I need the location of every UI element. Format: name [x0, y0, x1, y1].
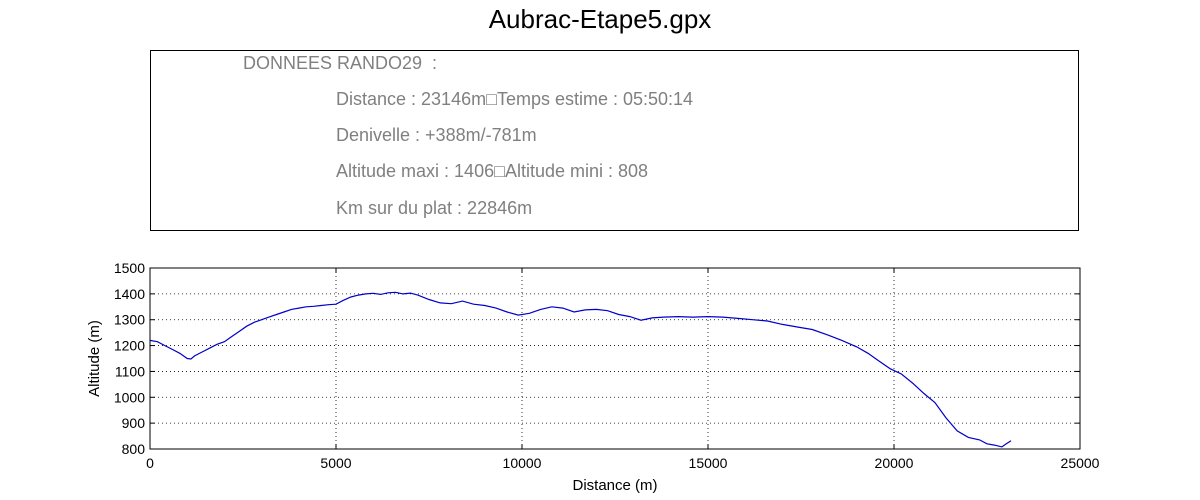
- tick-labels: 0 5000 10000 15000 20000 25000 800 900 1000 1100 1…: [114, 260, 1100, 471]
- x-tick-label: 15000: [689, 455, 728, 471]
- chart-title: Aubrac-Etape5.gpx: [488, 4, 712, 34]
- y-tick-label: 1200: [114, 338, 145, 354]
- y-tick-label: 800: [122, 441, 146, 457]
- y-axis-label: Altitude (m): [86, 320, 103, 397]
- y-tick-label: 1000: [114, 389, 145, 405]
- ticks: [149, 267, 1081, 450]
- grid: [150, 268, 1080, 449]
- x-tick-label: 5000: [320, 455, 351, 471]
- altitude-profile-line: [149, 291, 1012, 448]
- y-tick-label: 1100: [115, 363, 145, 379]
- x-tick-label: 0: [146, 455, 154, 471]
- x-axis-label: Distance (m): [572, 477, 657, 494]
- plot-frame: [149, 267, 1081, 450]
- y-tick-label: 900: [122, 415, 146, 431]
- x-tick-label: 25000: [1061, 455, 1100, 471]
- info-altitude: Altitude maxi : 1406□Altitude mini : 808: [336, 161, 649, 181]
- info-box: DONNEES RANDO29 : Distance : 23146m□Temp…: [150, 50, 1079, 231]
- info-plat: Km sur du plat : 22846m: [336, 198, 533, 218]
- y-tick-label: 1400: [114, 286, 145, 302]
- x-tick-label: 10000: [503, 455, 542, 471]
- info-header: DONNEES RANDO29 :: [243, 53, 438, 73]
- x-tick-label: 20000: [875, 455, 914, 471]
- y-tick-label: 1300: [114, 312, 145, 328]
- info-denivelle: Denivelle : +388m/-781m: [336, 125, 537, 145]
- info-distance: Distance : 23146m□Temps estime : 05:50:1…: [336, 89, 694, 109]
- y-tick-label: 1500: [114, 260, 145, 276]
